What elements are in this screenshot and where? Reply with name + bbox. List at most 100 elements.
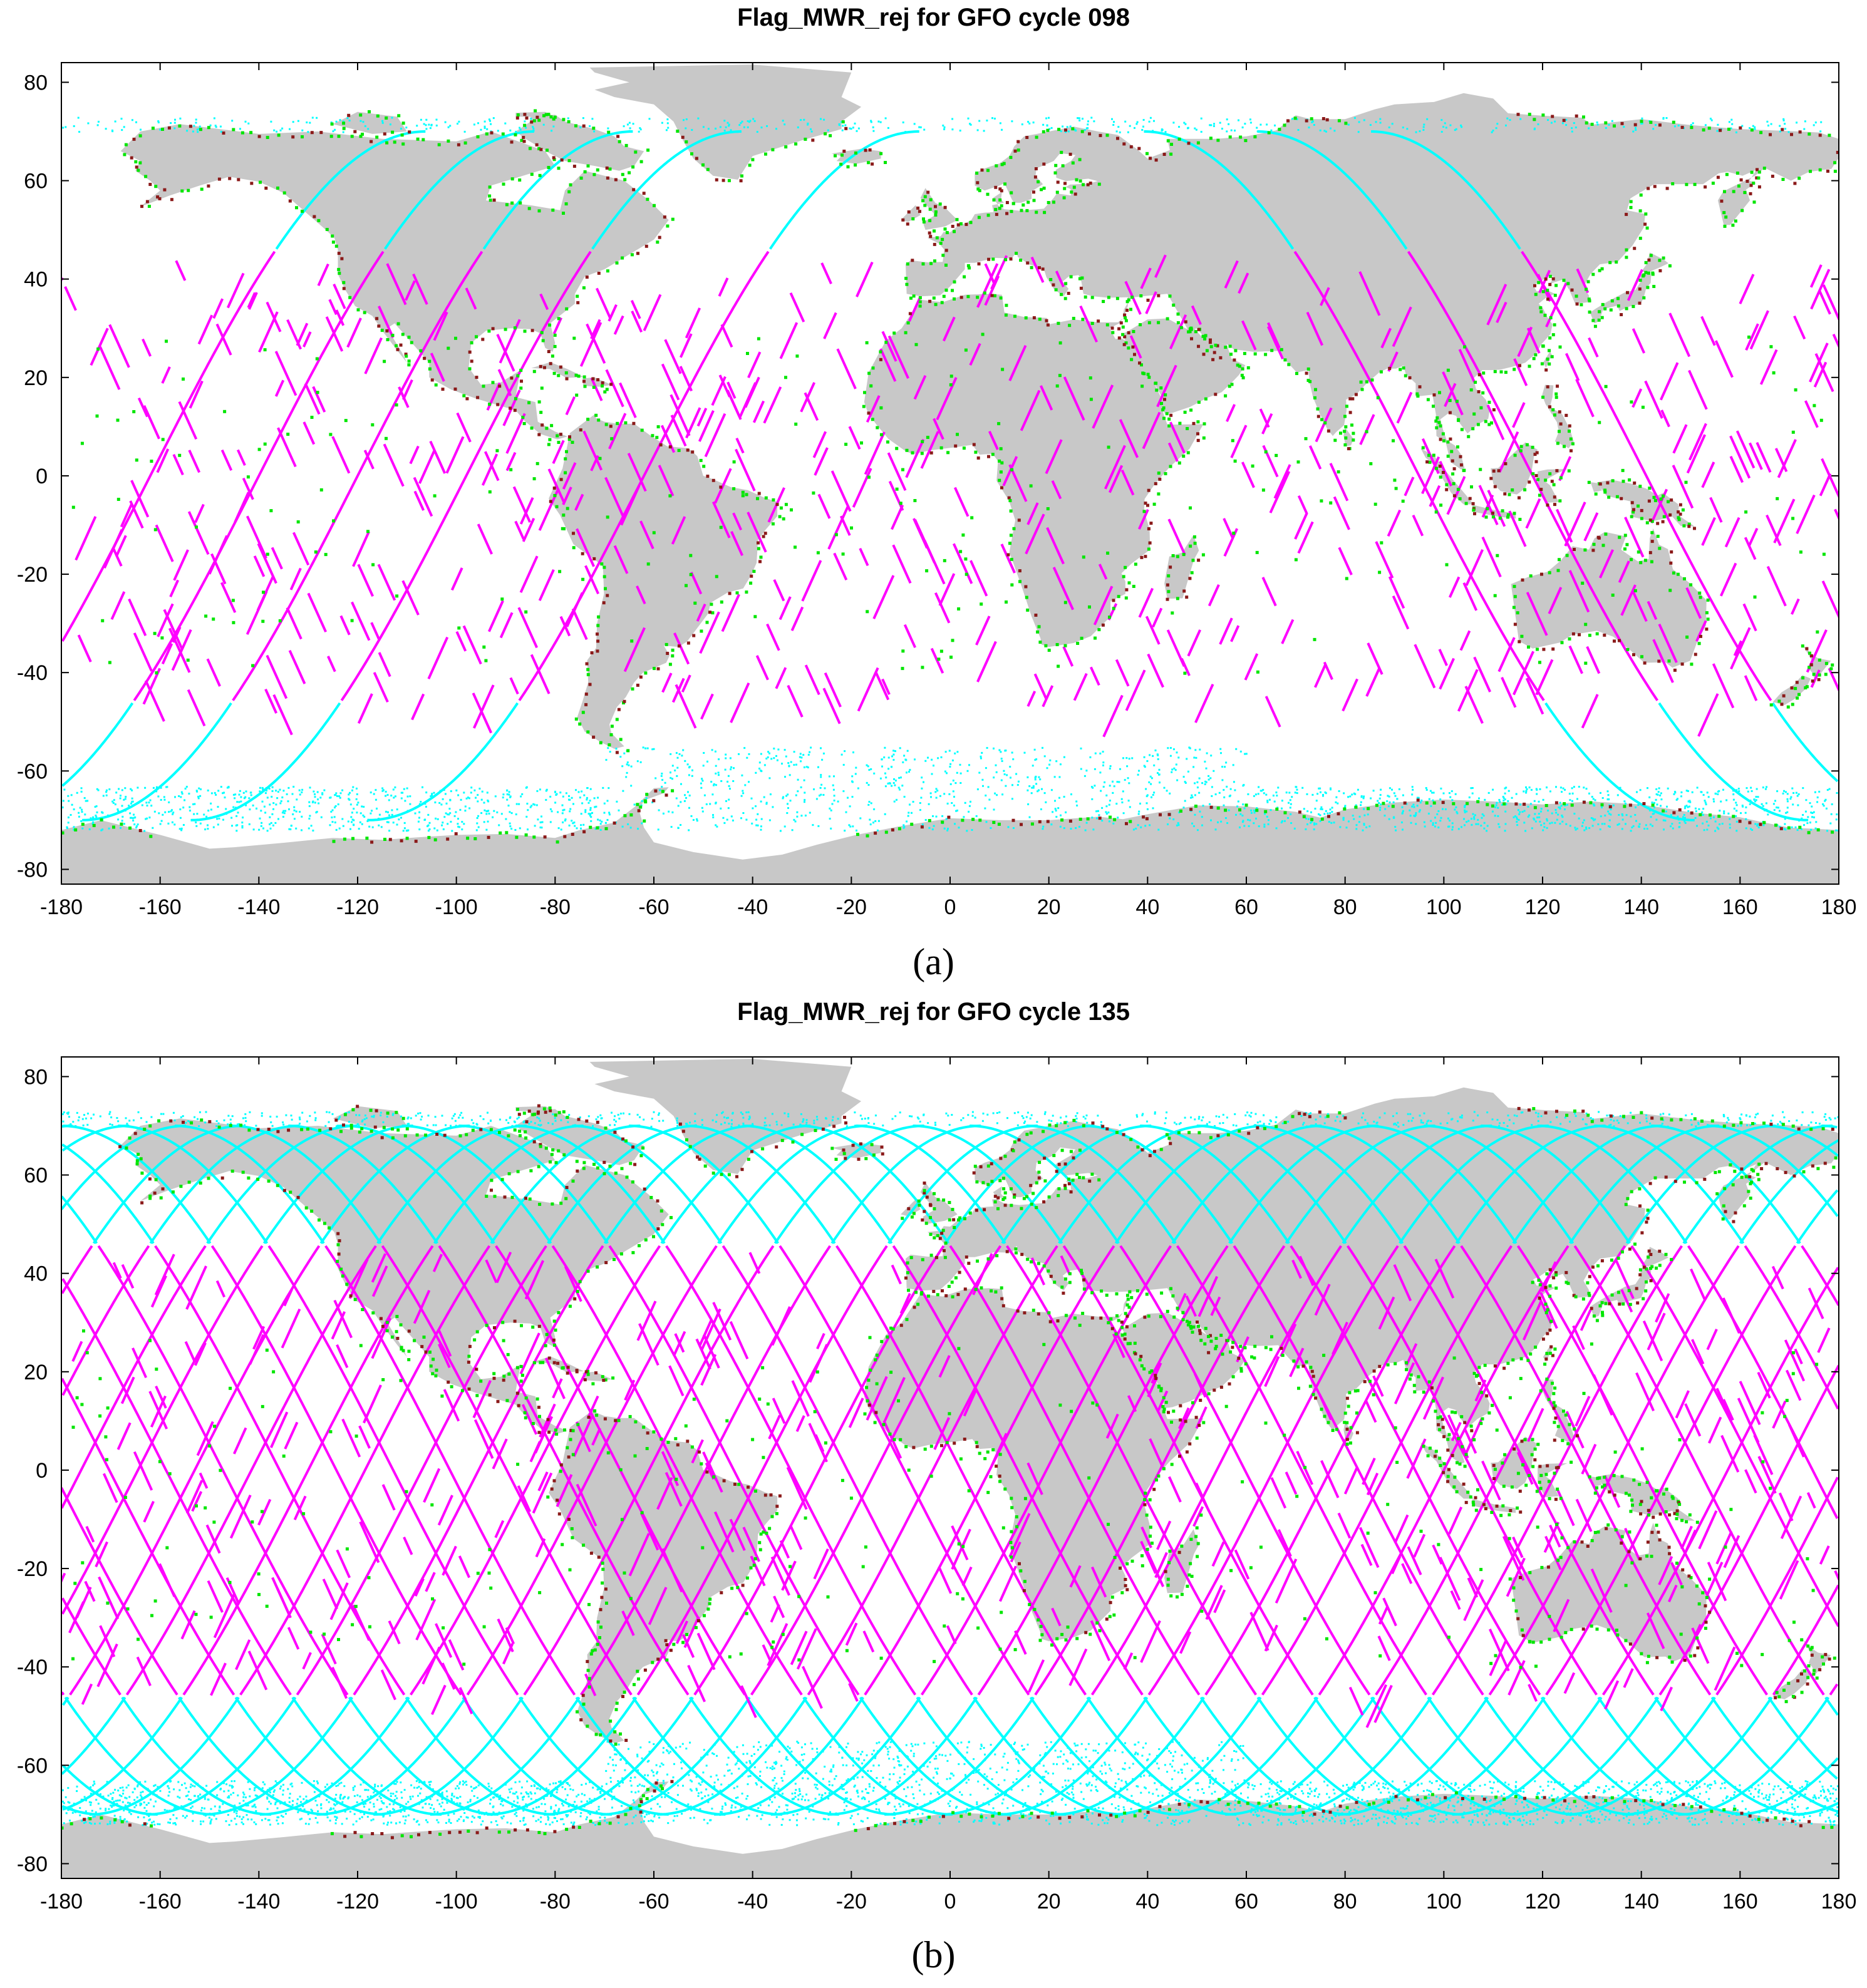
sea-ice-point xyxy=(437,818,439,820)
sea-ice-point xyxy=(275,803,277,806)
track-line xyxy=(61,250,276,642)
coastal-point xyxy=(1140,363,1143,367)
flag-point xyxy=(263,348,267,352)
sea-ice-point xyxy=(644,747,647,749)
coastal-point xyxy=(1528,480,1531,484)
segment xyxy=(364,337,383,374)
coastal-point xyxy=(266,136,269,139)
coastal-point xyxy=(953,280,956,284)
sea-ice-point xyxy=(688,766,691,768)
sea-ice-point xyxy=(1712,816,1715,818)
sea-ice-point xyxy=(1221,779,1224,781)
sea-ice-point xyxy=(117,818,120,821)
sea-ice-point xyxy=(993,808,995,811)
coastal-point xyxy=(1071,127,1075,131)
coastal-point xyxy=(1618,535,1621,539)
coastal-point xyxy=(1078,158,1082,162)
sea-ice-point xyxy=(633,803,636,806)
sea-ice-point xyxy=(680,801,682,803)
sea-ice-point xyxy=(755,805,757,808)
sea-ice-point xyxy=(101,811,104,814)
sea-ice-point xyxy=(336,795,338,797)
coastal-point xyxy=(1556,569,1560,572)
sea-ice-point xyxy=(929,792,932,795)
coastal-point xyxy=(1476,423,1480,426)
segment xyxy=(562,462,577,490)
sea-ice-point xyxy=(1498,826,1501,828)
coastal-point xyxy=(1513,512,1516,515)
segment xyxy=(1672,465,1694,509)
sea-ice-point xyxy=(1313,828,1315,831)
segment xyxy=(1658,623,1678,663)
coastal-point xyxy=(1518,518,1522,521)
coastal-point xyxy=(1013,314,1016,318)
sea-ice-point xyxy=(1266,800,1269,802)
segment xyxy=(1439,657,1456,690)
coastal-point xyxy=(829,134,832,138)
flag-point xyxy=(1057,664,1060,668)
land-polygon xyxy=(1511,528,1707,668)
sea-ice-point xyxy=(582,823,585,826)
coastal-point xyxy=(1435,416,1439,420)
sea-ice-point xyxy=(532,803,535,805)
coastal-point xyxy=(616,135,620,138)
sea-ice-point xyxy=(1107,811,1110,814)
sea-ice-point xyxy=(1209,777,1212,780)
coastal-point xyxy=(1442,439,1446,443)
coastal-point xyxy=(421,138,425,142)
coastal-point xyxy=(920,451,924,455)
sea-ice-point xyxy=(1112,822,1115,825)
sea-ice-point xyxy=(1052,811,1054,813)
sea-ice-point xyxy=(367,818,370,821)
sea-ice-point xyxy=(338,795,341,798)
coastal-point xyxy=(942,294,946,298)
coastal-point xyxy=(1012,527,1016,530)
coastal-point xyxy=(1144,555,1147,559)
coastal-point xyxy=(846,165,850,168)
sea-ice-point xyxy=(455,789,458,791)
coastal-point xyxy=(1047,649,1051,652)
coastal-point xyxy=(1615,260,1618,264)
sea-ice-point xyxy=(1050,126,1053,129)
sea-ice-point xyxy=(1720,800,1722,803)
segment xyxy=(401,580,420,615)
sea-ice-point xyxy=(1220,820,1223,823)
sea-ice-point xyxy=(887,756,890,759)
sea-ice-point xyxy=(199,822,202,825)
coastal-point xyxy=(1034,167,1038,170)
segment xyxy=(1526,592,1548,636)
sea-ice-point xyxy=(1696,825,1698,827)
sea-ice-point xyxy=(515,813,517,816)
sea-ice-point xyxy=(460,798,462,801)
segment xyxy=(512,486,532,523)
sea-ice-point xyxy=(321,793,324,796)
coastal-point xyxy=(504,327,507,331)
sea-ice-point xyxy=(1176,751,1178,754)
sea-ice-point xyxy=(301,815,303,818)
coastal-point xyxy=(987,455,990,458)
coastal-point xyxy=(1295,372,1298,375)
sea-ice-point xyxy=(1632,130,1635,133)
sea-ice-point xyxy=(935,796,938,799)
sea-ice-point xyxy=(261,800,264,803)
coastal-point xyxy=(1097,182,1101,186)
sea-ice-point xyxy=(797,790,799,793)
segment xyxy=(1598,549,1615,579)
sea-ice-point xyxy=(266,790,267,791)
sea-ice-point xyxy=(145,818,147,820)
sea-ice-point xyxy=(852,825,854,828)
sea-ice-point xyxy=(1127,777,1129,780)
sea-ice-point xyxy=(262,827,264,830)
sea-ice-point xyxy=(1454,129,1456,131)
sea-ice-point xyxy=(1680,791,1683,793)
sea-ice-point xyxy=(1439,798,1442,801)
coastal-point xyxy=(1578,633,1581,637)
flag-point xyxy=(1769,345,1773,349)
coastal-point xyxy=(1541,395,1545,399)
sea-ice-point xyxy=(433,791,435,794)
coastal-point xyxy=(1613,124,1616,128)
sea-ice-point xyxy=(1289,806,1291,809)
flag-point xyxy=(116,498,120,501)
sea-ice-point xyxy=(589,788,592,790)
coastal-point xyxy=(518,178,522,182)
